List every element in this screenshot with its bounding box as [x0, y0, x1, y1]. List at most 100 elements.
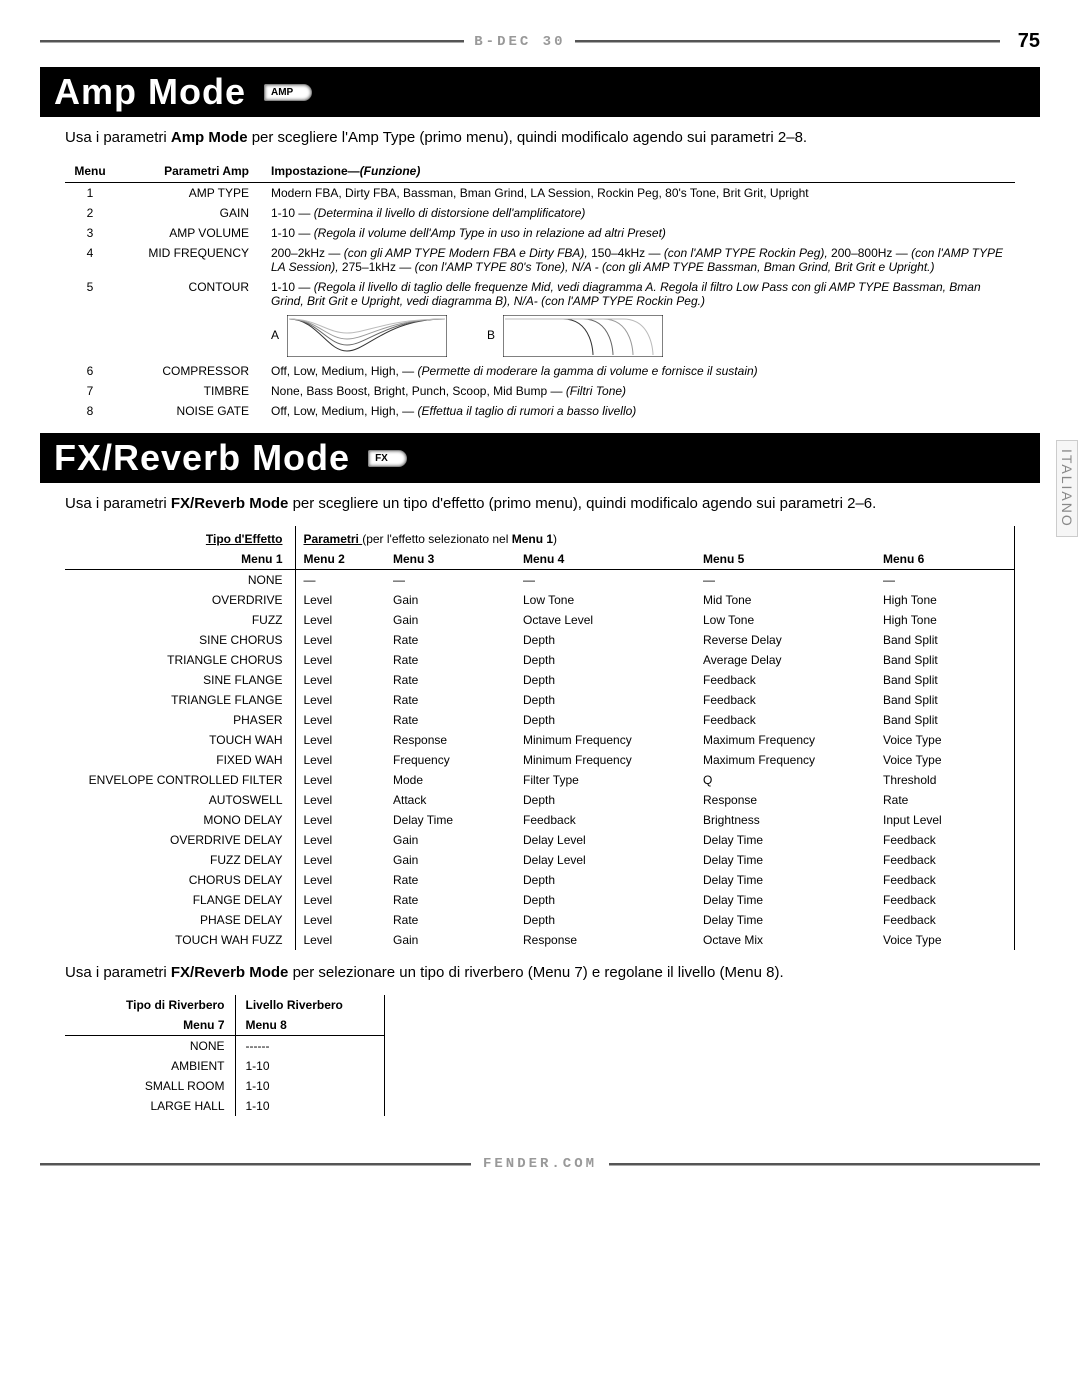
cell-param: COMPRESSOR: [115, 361, 265, 381]
cell: AUTOSWELL: [65, 790, 295, 810]
cell: Gain: [385, 930, 515, 950]
cell-param: AMP VOLUME: [115, 223, 265, 243]
cell: Band Split: [875, 670, 1014, 690]
cell: —: [385, 570, 515, 591]
cell: Gain: [385, 590, 515, 610]
table-row: TRIANGLE CHORUSLevelRateDepthAverage Del…: [65, 650, 1014, 670]
cell: Level: [295, 930, 385, 950]
cell: Brightness: [695, 810, 875, 830]
th-setting: Impostazione—(Funzione): [265, 160, 1015, 183]
cell: TRIANGLE FLANGE: [65, 690, 295, 710]
section-title: FX/Reverb Mode: [54, 437, 350, 479]
table-row: 5CONTOUR1-10 — (Regola il livello di tag…: [65, 277, 1015, 311]
th-menu1: Menu 1: [65, 549, 295, 570]
cell: Delay Time: [695, 830, 875, 850]
cell: Depth: [515, 630, 695, 650]
cell-desc: 1-10 — (Regola il volume dell'Amp Type i…: [265, 223, 1015, 243]
cell: Delay Time: [695, 910, 875, 930]
cell: Input Level: [875, 810, 1014, 830]
cell: —: [515, 570, 695, 591]
cell: —: [875, 570, 1014, 591]
table-row: NONE—————: [65, 570, 1014, 591]
table-row: AMBIENT1-10: [65, 1056, 385, 1076]
cell: Voice Type: [875, 930, 1014, 950]
th-menu7: Menu 7: [65, 1015, 235, 1036]
cell: Feedback: [875, 870, 1014, 890]
cell: 1-10: [235, 1056, 385, 1076]
cell: Threshold: [875, 770, 1014, 790]
contour-diagrams: AB: [265, 311, 1015, 361]
cell: Level: [295, 910, 385, 930]
text-bold: FX/Reverb Mode: [171, 964, 289, 981]
cell-menu: 6: [65, 361, 115, 381]
text: Usa i parametri: [65, 964, 171, 981]
cell: MONO DELAY: [65, 810, 295, 830]
table-row: CHORUS DELAYLevelRateDepthDelay TimeFeed…: [65, 870, 1014, 890]
cell: Level: [295, 710, 385, 730]
cell: High Tone: [875, 590, 1014, 610]
cell: Depth: [515, 710, 695, 730]
cell: TOUCH WAH FUZZ: [65, 930, 295, 950]
text-bold: Amp Mode: [171, 129, 248, 146]
cell-menu: 8: [65, 401, 115, 421]
th-params: Parametri (per l'effetto selezionato nel…: [295, 526, 1014, 549]
cell: FUZZ: [65, 610, 295, 630]
th-reverb-type: Tipo di Riverbero: [65, 995, 235, 1015]
cell: Rate: [385, 670, 515, 690]
cell: Rate: [385, 630, 515, 650]
cell: Level: [295, 630, 385, 650]
cell-menu: 4: [65, 243, 115, 277]
cell: Rate: [385, 710, 515, 730]
cell: 1-10: [235, 1076, 385, 1096]
cell: Reverse Delay: [695, 630, 875, 650]
text: per selezionare un tipo di riverbero (Me…: [288, 964, 783, 981]
cell: Maximum Frequency: [695, 730, 875, 750]
table-row: 2GAIN1-10 — (Determina il livello di dis…: [65, 203, 1015, 223]
cell-desc: 200–2kHz — (con gli AMP TYPE Modern FBA …: [265, 243, 1015, 277]
cell: TOUCH WAH: [65, 730, 295, 750]
table-row: OVERDRIVELevelGainLow ToneMid ToneHigh T…: [65, 590, 1014, 610]
text-bold: FX/Reverb Mode: [171, 495, 289, 512]
reverb-table: Tipo di Riverbero Livello Riverbero Menu…: [65, 995, 385, 1116]
cell: Octave Mix: [695, 930, 875, 950]
cell: Level: [295, 730, 385, 750]
cell: Level: [295, 750, 385, 770]
text: Usa i parametri: [65, 495, 171, 512]
cell: Rate: [385, 690, 515, 710]
cell: Depth: [515, 790, 695, 810]
cell-desc: Off, Low, Medium, High, — (Permette di m…: [265, 361, 1015, 381]
cell-desc: 1-10 — (Regola il livello di taglio dell…: [265, 277, 1015, 311]
page-footer: fender.com: [40, 1156, 1040, 1172]
text: ): [553, 532, 557, 546]
cell: Level: [295, 610, 385, 630]
cell: Gain: [385, 610, 515, 630]
cell-param: AMP TYPE: [115, 183, 265, 204]
cell: Rate: [875, 790, 1014, 810]
cell: SINE FLANGE: [65, 670, 295, 690]
cell: Depth: [515, 910, 695, 930]
cell: AMBIENT: [65, 1056, 235, 1076]
cell: Feedback: [875, 890, 1014, 910]
table-row: ENVELOPE CONTROLLED FILTERLevelModeFilte…: [65, 770, 1014, 790]
cell: Gain: [385, 850, 515, 870]
text: Usa i parametri: [65, 129, 171, 146]
cell: OVERDRIVE: [65, 590, 295, 610]
cell: 1-10: [235, 1096, 385, 1116]
cell: Low Tone: [695, 610, 875, 630]
cell: TRIANGLE CHORUS: [65, 650, 295, 670]
diagram-row: AB: [65, 311, 1015, 361]
cell: Feedback: [875, 830, 1014, 850]
th-menu: Menu: [65, 160, 115, 183]
cell-desc: Modern FBA, Dirty FBA, Bassman, Bman Gri…: [265, 183, 1015, 204]
cell: Mode: [385, 770, 515, 790]
cell-param: NOISE GATE: [115, 401, 265, 421]
fx-intro-2: Usa i parametri FX/Reverb Mode per selez…: [65, 964, 1015, 981]
table-row: MONO DELAYLevelDelay TimeFeedbackBrightn…: [65, 810, 1014, 830]
cell: Response: [515, 930, 695, 950]
cell: FUZZ DELAY: [65, 850, 295, 870]
cell-param: TIMBRE: [115, 381, 265, 401]
cell: Delay Time: [695, 850, 875, 870]
cell: Band Split: [875, 630, 1014, 650]
fx-intro: Usa i parametri FX/Reverb Mode per scegl…: [65, 495, 1015, 512]
cell: Feedback: [695, 710, 875, 730]
